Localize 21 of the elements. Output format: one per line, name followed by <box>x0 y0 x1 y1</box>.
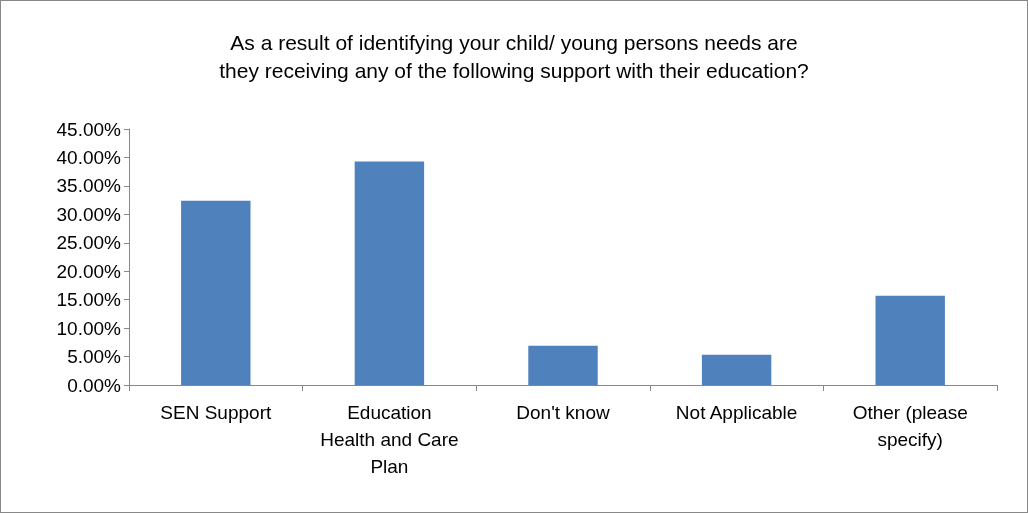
y-tick-label: 30.00% <box>56 203 122 225</box>
bar <box>701 354 772 385</box>
x-tick-label: Not Applicable <box>675 402 798 423</box>
y-tick-label: 15.00% <box>56 289 122 311</box>
x-tick-label: SEN Support <box>160 402 272 423</box>
bar <box>875 295 945 385</box>
bar <box>528 345 598 385</box>
y-tick-label: 25.00% <box>56 232 122 254</box>
x-tick-label: Other (please specify) <box>852 402 968 450</box>
y-tick-label: 40.00% <box>56 146 122 168</box>
x-tick-label: Don't know <box>516 402 610 423</box>
x-tick-label: Education Health and Care Plan <box>320 402 459 477</box>
y-tick-label: 20.00% <box>56 260 122 282</box>
bar <box>354 161 425 385</box>
y-tick-label: 10.00% <box>56 317 122 339</box>
y-tick-label: 0.00% <box>67 374 122 396</box>
y-tick-label: 35.00% <box>56 175 122 197</box>
bar <box>181 200 251 385</box>
chart-title: As a result of identifying your child/ young persons needs are they receiving any of the following support with their education? <box>219 30 809 82</box>
y-tick-label: 5.00% <box>67 346 122 368</box>
y-tick-label: 45.00% <box>56 118 122 140</box>
